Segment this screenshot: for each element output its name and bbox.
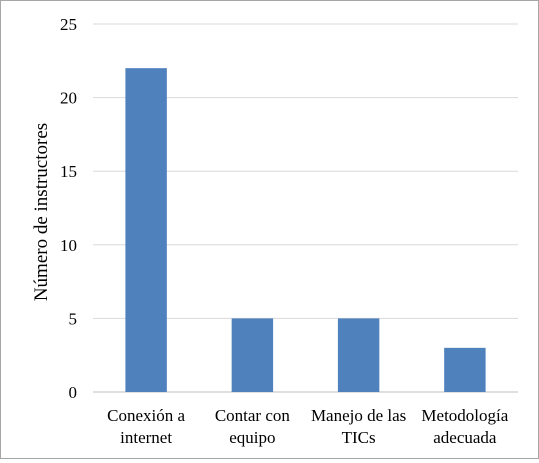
x-tick-label: equipo (229, 428, 275, 447)
bar (444, 347, 486, 392)
y-tick-label: 10 (60, 236, 77, 255)
x-tick-label: Contar con (215, 406, 291, 425)
x-tick-label: Manejo de las (311, 406, 406, 425)
y-tick-label: 15 (60, 162, 77, 181)
x-tick-label: TICs (342, 428, 376, 447)
bar (125, 68, 167, 392)
y-axis-tick-labels: 0 5 10 15 20 25 (60, 15, 77, 402)
x-tick-label: Conexión a (107, 406, 185, 425)
y-tick-label: 25 (60, 15, 77, 34)
x-tick-label: Metodología (421, 406, 508, 425)
y-tick-label: 5 (69, 309, 78, 328)
y-axis-label: Número de instructores (31, 123, 52, 301)
bars (125, 68, 486, 392)
x-tick-label: adecuada (433, 428, 497, 447)
y-tick-label: 0 (69, 383, 78, 402)
bar (337, 318, 380, 392)
x-axis-tick-labels: Conexión a internet Contar con equipo Manejo… (107, 406, 509, 447)
y-tick-label: 20 (60, 89, 77, 108)
x-tick-label: internet (120, 428, 172, 447)
bar (231, 318, 274, 392)
